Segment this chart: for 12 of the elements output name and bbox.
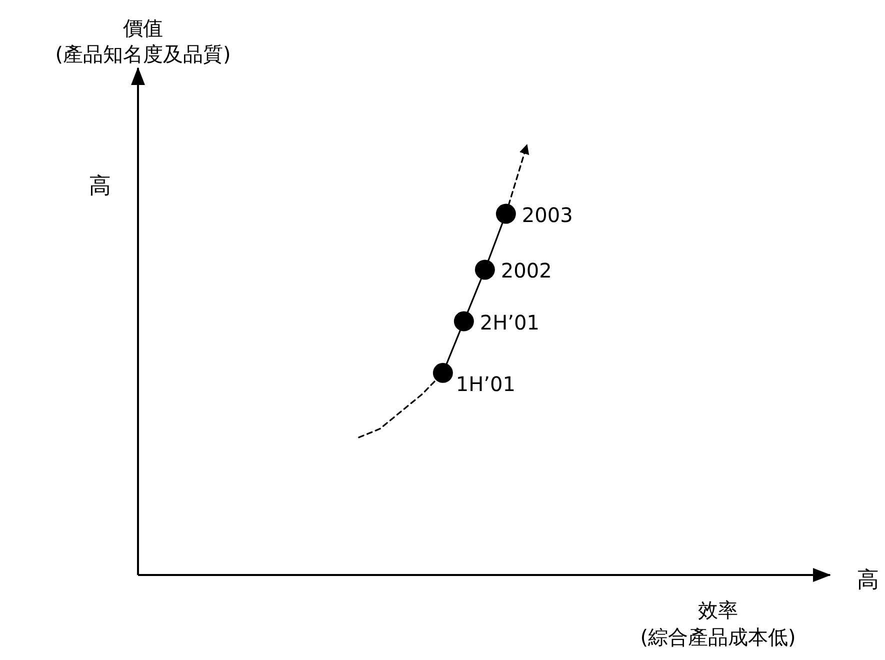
annotation: 2003 xyxy=(522,202,573,227)
annotation: 1H’01 xyxy=(456,372,516,396)
point xyxy=(454,311,474,332)
annotation: 2H’01 xyxy=(480,310,540,334)
annotation: 2002 xyxy=(500,258,552,283)
point xyxy=(474,260,495,280)
text: 價值 (產品知名度及品質) xyxy=(55,16,231,66)
point xyxy=(496,204,516,224)
point xyxy=(432,362,453,383)
text: 效率 (綜合產品成本低) xyxy=(640,598,796,649)
text: 高 xyxy=(857,568,879,593)
text: 高 xyxy=(89,174,111,199)
